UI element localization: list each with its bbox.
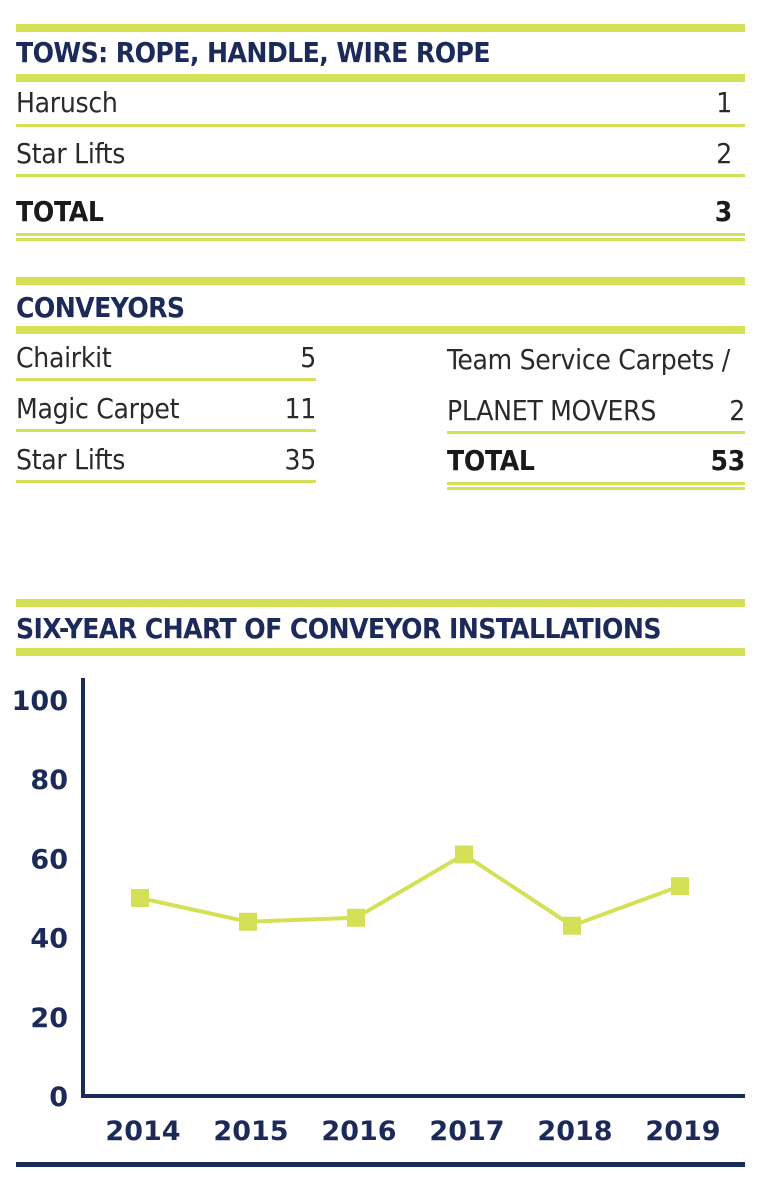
x-tick-label: 2017 <box>429 1116 504 1147</box>
y-tick-label: 40 <box>30 924 68 955</box>
data-point-marker <box>563 916 581 935</box>
conveyor-row-label: Star Lifts <box>16 443 126 476</box>
tows-heading-rule <box>16 74 745 82</box>
conveyors-total-value: 53 <box>710 444 746 477</box>
conveyor-row-divider <box>16 429 316 432</box>
chart-title: SIX-YEAR CHART OF CONVEYOR INSTALLATIONS <box>16 612 661 645</box>
tows-total-rule <box>16 233 745 241</box>
y-tick-label: 0 <box>49 1082 68 1113</box>
conveyor-row-value: 5 <box>300 341 316 374</box>
x-tick-label: 2016 <box>321 1116 396 1147</box>
tows-row-label: Star Lifts <box>16 137 126 170</box>
data-point-marker <box>347 908 365 927</box>
conveyor-row-label: Chairkit <box>16 341 112 374</box>
y-tick-label: 80 <box>30 765 68 796</box>
x-tick-label: 2018 <box>537 1116 612 1147</box>
conveyor-right-label-line1: Team Service Carpets / <box>447 343 730 376</box>
conveyor-row-label: Magic Carpet <box>16 392 180 425</box>
tows-row-value: 1 <box>716 86 732 119</box>
conveyors-top-rule <box>16 277 745 285</box>
conveyors-heading: CONVEYORS <box>16 291 185 324</box>
data-point-marker <box>131 889 149 907</box>
conveyor-row-divider <box>16 378 316 381</box>
y-tick-label: 60 <box>30 844 68 875</box>
x-tick-label: 2019 <box>645 1116 720 1147</box>
tows-top-rule <box>16 24 745 32</box>
conveyor-row-divider <box>16 480 316 483</box>
chart-bottom-rule <box>16 1162 745 1167</box>
y-tick-label: 100 <box>12 686 68 717</box>
x-tick-label: 2015 <box>213 1116 288 1147</box>
tows-heading: TOWS: ROPE, HANDLE, WIRE ROPE <box>16 36 491 69</box>
conveyors-total-rule <box>447 482 745 490</box>
tows-row-label: Harusch <box>16 86 118 119</box>
tows-row-divider <box>16 174 745 177</box>
tows-total-value: 3 <box>714 195 733 228</box>
conveyor-right-divider <box>447 431 745 434</box>
conveyor-right-label-line2: PLANET MOVERS <box>447 394 657 427</box>
data-point-marker <box>239 912 257 931</box>
chart-title-rule <box>16 648 745 656</box>
chart-top-rule <box>16 599 745 607</box>
y-tick-label: 20 <box>30 1003 68 1034</box>
x-tick-label: 2014 <box>105 1116 180 1147</box>
data-point-marker <box>671 877 689 896</box>
conveyor-row-value: 35 <box>284 443 317 476</box>
tows-row-value: 2 <box>716 137 732 170</box>
series-line <box>139 852 681 928</box>
conveyors-total-label: TOTAL <box>447 444 535 477</box>
conveyor-right-value: 2 <box>729 394 745 427</box>
tows-total-label: TOTAL <box>16 195 104 228</box>
tows-row-divider <box>16 124 745 127</box>
conveyor-row-value: 11 <box>284 392 317 425</box>
conveyors-heading-rule <box>16 326 745 334</box>
data-point-marker <box>455 845 473 864</box>
